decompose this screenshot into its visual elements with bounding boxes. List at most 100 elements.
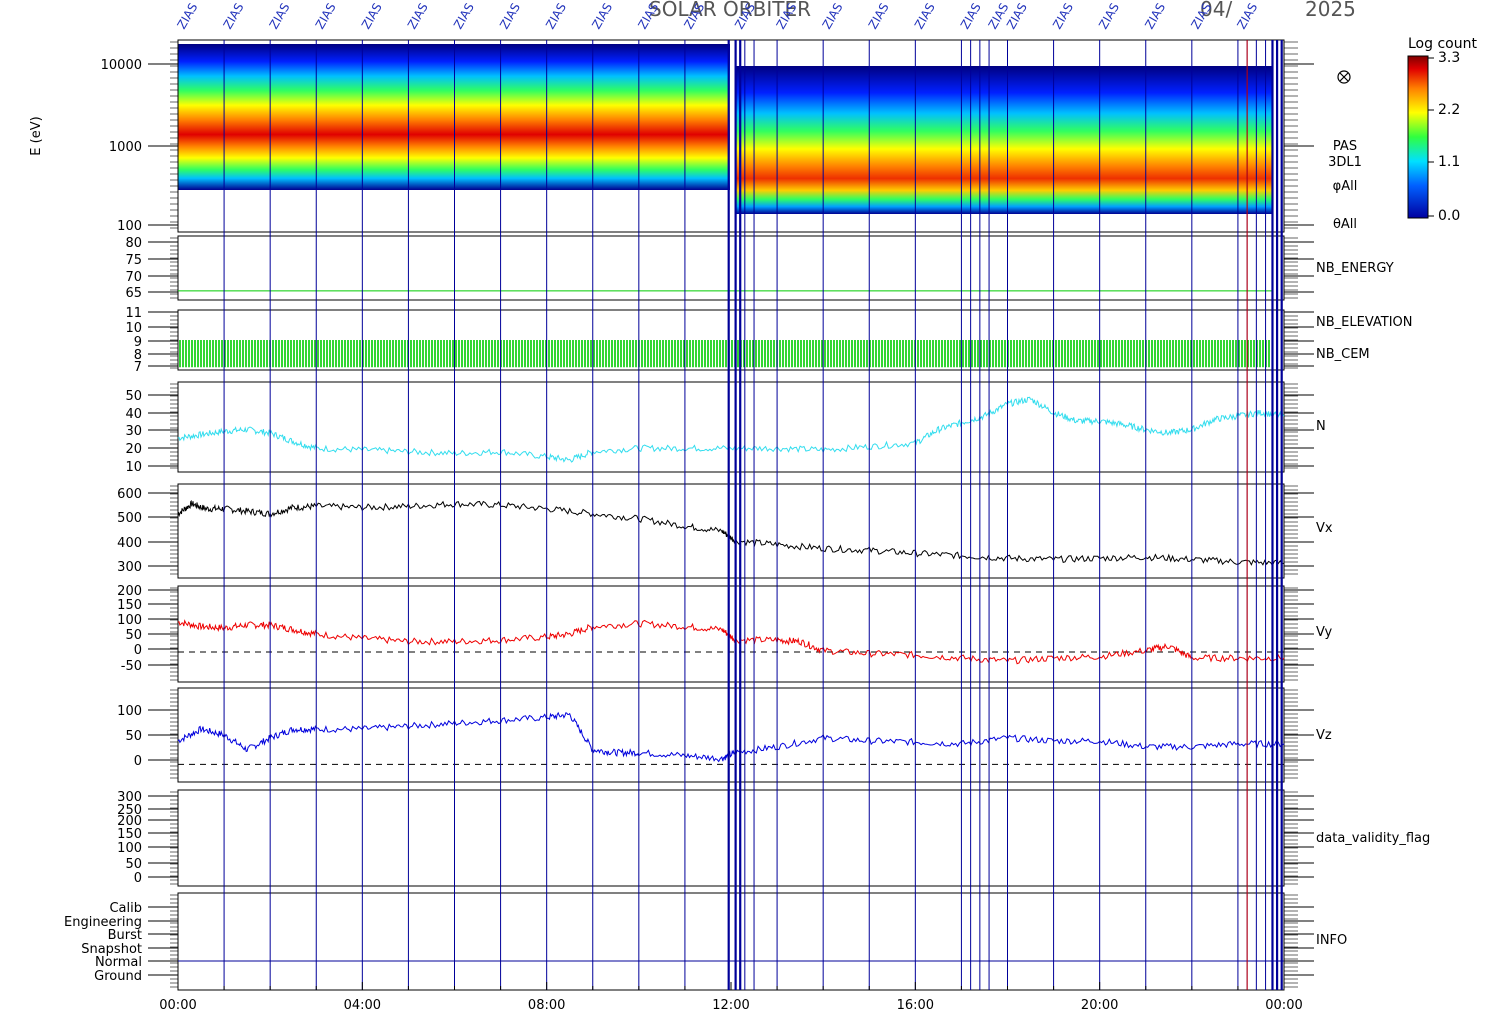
- y-tick-label: 150: [117, 598, 142, 613]
- series-label: NB_ELEVATION: [1316, 315, 1413, 330]
- y-tick-label: Burst: [108, 928, 142, 943]
- plot-title: SOLAR ORBITER: [649, 0, 811, 21]
- y-tick-label: 600: [117, 487, 142, 502]
- y-tick-label: 100: [117, 219, 142, 234]
- direction-symbol-cross: [1339, 72, 1349, 82]
- marker-label: ZIAS: [820, 1, 846, 32]
- y-tick-label: 40: [125, 407, 142, 422]
- y-axis-label: E (eV): [29, 116, 44, 155]
- marker-label: ZIAS: [589, 1, 615, 32]
- series-label: 3DL1: [1328, 155, 1362, 170]
- y-tick-label: 50: [125, 389, 142, 404]
- panel-frame: [177, 235, 1285, 301]
- panel-5: 600 500 400 300 Vx: [117, 483, 1333, 579]
- colorbar-ticks: 3.3 2.2 1.1 0.0: [1428, 50, 1460, 224]
- panel-frame: [177, 687, 1285, 783]
- y-tick-label: 10: [125, 321, 142, 336]
- y-tick-label: Ground: [94, 969, 142, 984]
- marker-label: ZIAS: [451, 1, 477, 32]
- y-tick-label: 500: [117, 511, 142, 526]
- x-tick-label: 00:00: [1265, 998, 1302, 1013]
- x-tick-label: 12:00: [712, 998, 749, 1013]
- y-tick-label: 50: [125, 729, 142, 744]
- y-tick-label: 70: [125, 270, 142, 285]
- series-label: Vy: [1316, 625, 1333, 640]
- y-tick-label: 10000: [101, 58, 142, 73]
- marker-label: ZIAS: [1004, 1, 1030, 32]
- colorbar-tick-label: 3.3: [1438, 50, 1460, 66]
- marker-label: ZIAS: [497, 1, 523, 32]
- x-tick-label: 04:00: [344, 998, 381, 1013]
- series-label: NB_ENERGY: [1316, 261, 1394, 276]
- y-tick-label: Normal: [95, 955, 142, 970]
- y-tick-label: 150: [117, 827, 142, 842]
- marker-label: ZIAS: [267, 1, 293, 32]
- direction-symbol: [1337, 70, 1351, 84]
- y-tick-label: 75: [125, 253, 142, 268]
- y-tick-label: 100: [117, 841, 142, 856]
- series-label: φAll: [1333, 179, 1358, 194]
- series-label: Vz: [1316, 728, 1332, 743]
- series-Vy: [177, 619, 1285, 665]
- y-tick-label: Engineering: [64, 915, 142, 930]
- marker-label: ZIAS: [405, 1, 431, 32]
- y-tick-label: 9: [134, 335, 142, 350]
- y-tick-label: 50: [125, 628, 142, 643]
- marker-label: ZIAS: [1050, 1, 1076, 32]
- y-tick-label: 300: [117, 560, 142, 575]
- y-tick-label: -50: [121, 659, 142, 674]
- y-tick-label: 100: [117, 704, 142, 719]
- panel-frame: [177, 789, 1285, 887]
- marker-label: ZIAS: [221, 1, 247, 32]
- y-tick-label: 0: [134, 754, 142, 769]
- marker-label: ZIAS: [912, 1, 938, 32]
- marker-label: ZIAS: [1234, 1, 1260, 32]
- y-tick-label: 100: [117, 613, 142, 628]
- series: [177, 290, 1285, 962]
- marker-label: ZIAS: [174, 1, 200, 32]
- series-label: N: [1316, 419, 1326, 434]
- y-tick-label: 11: [125, 306, 142, 321]
- marker-label: ZIAS: [1096, 1, 1122, 32]
- series-NB_ELEVATION: [179, 340, 1270, 368]
- panel-7: 100 50 0 Vz: [117, 687, 1332, 783]
- y-tick-label: 0: [134, 643, 142, 658]
- vertical-markers: [223, 40, 1283, 990]
- colorbar: [1407, 55, 1429, 219]
- x-tick-label: 00:00: [159, 998, 196, 1013]
- series-N: [177, 396, 1285, 463]
- y-tick-label: 400: [117, 536, 142, 551]
- panel-frame: [177, 381, 1285, 473]
- marker-label: ZIAS: [1142, 1, 1168, 32]
- y-tick-label: 20: [125, 442, 142, 457]
- y-tick-label: 7: [134, 360, 142, 375]
- y-tick-label: 300: [117, 790, 142, 805]
- colorbar-tick-label: 2.2: [1438, 102, 1460, 118]
- spectrogram-image: [178, 44, 1272, 214]
- series-label: PAS: [1333, 139, 1357, 154]
- panel-frame: [177, 585, 1285, 683]
- y-tick-label: 8: [134, 348, 142, 363]
- marker-label: ZIAS: [958, 1, 984, 32]
- y-tick-label: 50: [125, 857, 142, 872]
- series-label: INFO: [1316, 933, 1347, 948]
- marker-label: ZIAS: [543, 1, 569, 32]
- y-tick-label: 65: [125, 286, 142, 301]
- colorbar-title: Log count: [1408, 36, 1477, 52]
- y-tick-label: 200: [117, 584, 142, 599]
- y-tick-label: Calib: [109, 901, 142, 916]
- x-tick-label: 16:00: [897, 998, 934, 1013]
- panel-frame: [177, 483, 1285, 579]
- series-label: data_validity_flag: [1316, 831, 1430, 846]
- y-tick-label: 250: [117, 803, 142, 818]
- panel-frame: [177, 309, 1285, 371]
- y-tick-label: Snapshot: [81, 942, 142, 957]
- y-tick-label: 30: [125, 424, 142, 439]
- y-tick-label: 1000: [109, 140, 142, 155]
